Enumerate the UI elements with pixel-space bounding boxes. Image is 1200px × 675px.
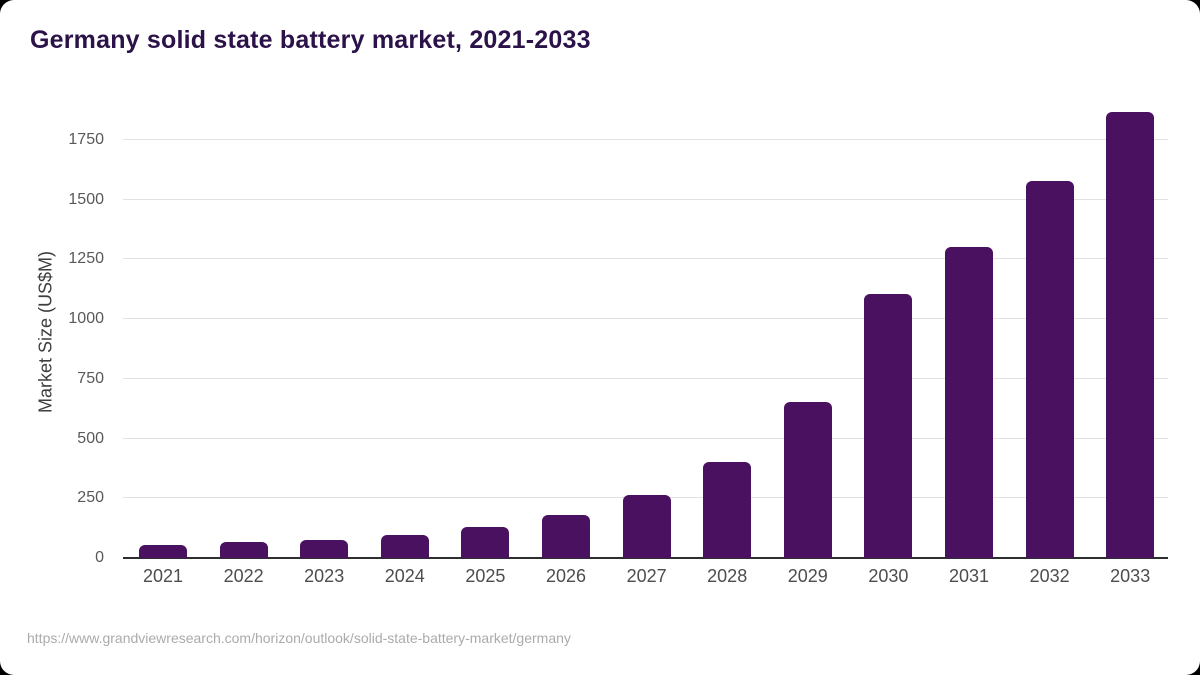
bar-2033[interactable]	[1106, 112, 1155, 558]
gridline-750	[123, 377, 1168, 379]
bar-2026[interactable]	[542, 515, 590, 558]
x-tick-label-2030: 2030	[868, 566, 909, 586]
x-axis-line	[123, 557, 1168, 559]
x-tick-label-2031: 2031	[948, 566, 990, 586]
x-tick-label-2033: 2033	[1110, 566, 1151, 586]
x-tick-label-2021: 2021	[142, 566, 184, 586]
x-tick-label-2023: 2023	[304, 566, 345, 586]
y-tick-label-1500: 1500	[68, 190, 104, 208]
gridline-1750	[123, 138, 1168, 140]
bar-2022[interactable]	[219, 542, 268, 558]
bar-2028[interactable]	[703, 461, 752, 558]
bar-2023[interactable]	[300, 539, 349, 558]
chart-title: Germany solid state battery market, 2021…	[30, 26, 591, 54]
x-tick-label-2029: 2029	[787, 566, 828, 586]
bar-2024[interactable]	[380, 534, 429, 558]
plot-area	[123, 110, 1168, 559]
gridline-500	[123, 437, 1168, 439]
x-tick-label-2027: 2027	[626, 566, 667, 586]
x-tick-label-2028: 2028	[707, 566, 748, 586]
gridline-1500	[123, 198, 1168, 200]
y-tick-label-500: 500	[77, 429, 104, 447]
y-tick-label-0: 0	[95, 549, 104, 566]
bar-2027[interactable]	[622, 495, 671, 558]
x-tick-label-2026: 2026	[545, 566, 587, 586]
bar-2031[interactable]	[945, 247, 993, 558]
x-tick-label-2025: 2025	[465, 566, 506, 586]
bar-2032[interactable]	[1025, 180, 1074, 558]
y-axis-tick-labels: 0 250 500 750 1000 1250 1500 1750	[30, 110, 104, 566]
x-tick-label-2032: 2032	[1029, 566, 1070, 586]
y-tick-label-250: 250	[77, 489, 104, 507]
bar-2021[interactable]	[139, 544, 187, 558]
y-tick-label-1250: 1250	[68, 250, 104, 268]
y-tick-label-1750: 1750	[68, 130, 104, 148]
bar-2025[interactable]	[461, 526, 510, 558]
y-tick-label-1000: 1000	[68, 310, 104, 328]
x-tick-label-2024: 2024	[384, 566, 425, 586]
source-url: https://www.grandviewresearch.com/horizo…	[27, 630, 571, 646]
bar-2030[interactable]	[864, 293, 913, 558]
y-tick-label-750: 750	[77, 369, 104, 387]
gridline-1000	[123, 318, 1168, 320]
x-tick-label-2022: 2022	[223, 566, 264, 586]
bar-2029[interactable]	[783, 401, 832, 558]
gridline-1250	[123, 258, 1168, 260]
